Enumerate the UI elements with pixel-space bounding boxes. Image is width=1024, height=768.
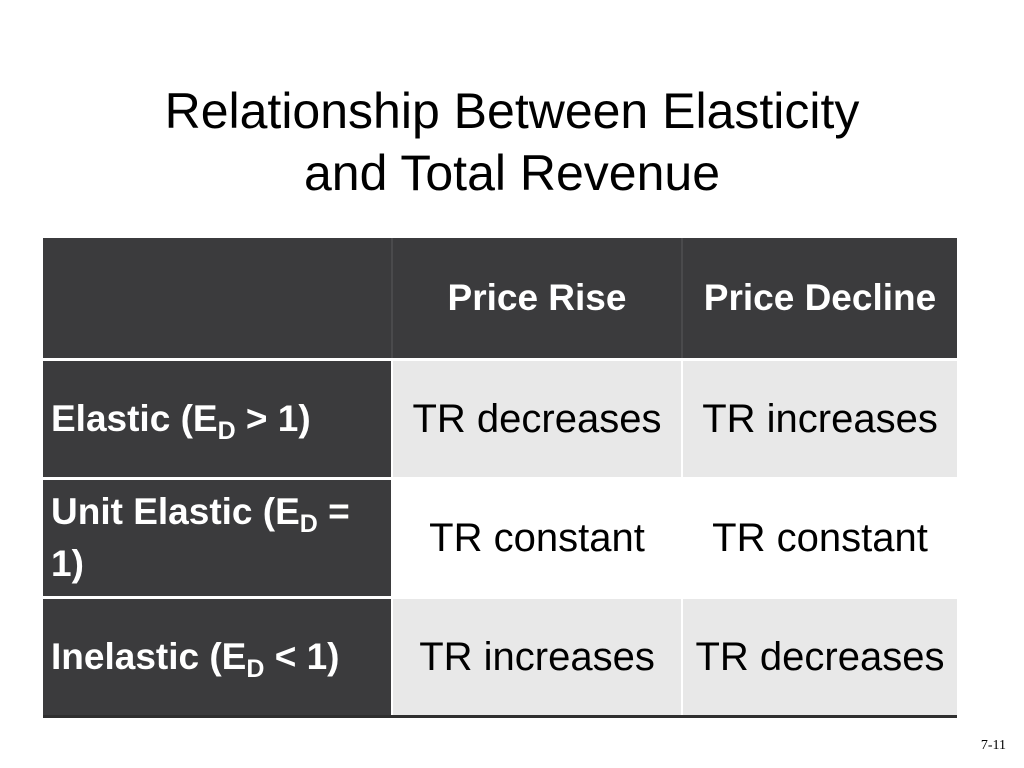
slide-title-line-2: and Total Revenue <box>303 145 721 201</box>
row-label-unit-elastic: Unit Elastic (ED = 1) <box>43 476 392 597</box>
row-label-text: > 1) <box>235 397 311 439</box>
cell-inelastic-price-decline: TR decreases <box>681 595 957 718</box>
header-corner-cell <box>43 238 392 359</box>
cell-unit-elastic-price-decline: TR constant <box>681 476 957 597</box>
header-price-decline: Price Decline <box>681 238 957 359</box>
table-row-inelastic: Inelastic (ED < 1) TR increases TR decre… <box>43 595 957 718</box>
table-row-unit-elastic: Unit Elastic (ED = 1) TR constant TR con… <box>43 476 957 597</box>
table-row-elastic: Elastic (ED > 1) TR decreases TR increas… <box>43 357 957 478</box>
row-label-subscript: D <box>217 416 236 445</box>
elasticity-revenue-table: Price Rise Price Decline Elastic (ED > 1… <box>43 238 957 718</box>
cell-inelastic-price-rise: TR increases <box>391 595 682 718</box>
row-label-elastic: Elastic (ED > 1) <box>43 357 392 478</box>
header-price-rise: Price Rise <box>391 238 682 359</box>
row-label-text: < 1) <box>264 635 340 677</box>
row-label-text: = 1) <box>51 490 350 584</box>
row-label-text: Inelastic (E <box>51 635 247 677</box>
cell-elastic-price-rise: TR decreases <box>391 357 682 478</box>
cell-elastic-price-decline: TR increases <box>681 357 957 478</box>
row-label-text: Elastic (E <box>51 397 218 439</box>
row-label-inelastic: Inelastic (ED < 1) <box>43 595 392 718</box>
table-header-row: Price Rise Price Decline <box>43 238 957 359</box>
cell-unit-elastic-price-rise: TR constant <box>391 476 682 597</box>
row-label-subscript: D <box>299 509 318 538</box>
row-label-text: Unit Elastic (E <box>51 490 300 532</box>
slide-title: Relationship Between Elasticity and Tota… <box>0 80 1024 204</box>
slide-number: 7-11 <box>980 738 1006 753</box>
row-label-subscript: D <box>246 654 265 683</box>
slide-title-line-1: Relationship Between Elasticity <box>164 83 860 139</box>
